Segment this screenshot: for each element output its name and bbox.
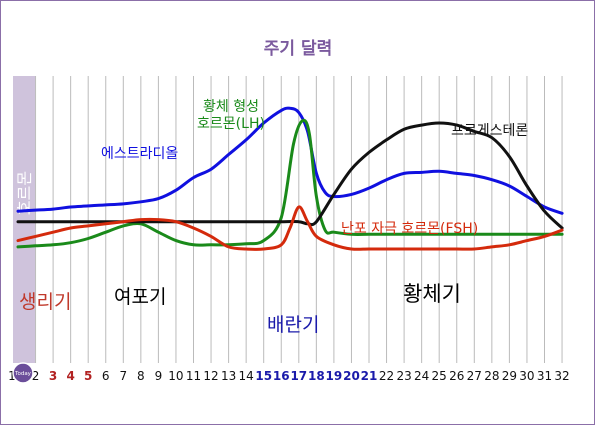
day-label: 17 — [290, 369, 307, 383]
day-label: 7 — [119, 369, 127, 383]
day-label: 18 — [308, 369, 325, 383]
day-label: 5 — [84, 369, 92, 383]
day-label: 21 — [361, 369, 378, 383]
day-label: 9 — [155, 369, 163, 383]
day-label: 26 — [449, 369, 464, 383]
day-label: 12 — [203, 369, 218, 383]
day-label: 11 — [186, 369, 201, 383]
chart-title: 주기 달력 — [264, 38, 332, 59]
day-label: 24 — [414, 369, 429, 383]
day-label: 23 — [396, 369, 411, 383]
day-label: 30 — [519, 369, 534, 383]
day-label: 13 — [221, 369, 236, 383]
y-axis-label-bar — [13, 76, 35, 363]
day-label: 16 — [273, 369, 290, 383]
day-label: 29 — [502, 369, 517, 383]
day-label: 6 — [102, 369, 110, 383]
chart-gridlines — [35, 76, 563, 363]
day-label: 22 — [379, 369, 394, 383]
day-label: 20 — [343, 369, 360, 383]
lh-label: 황체 형성 호르몬(LH) — [197, 99, 265, 132]
phase-luteal: 황체기 — [403, 282, 461, 306]
hormone-lines — [16, 106, 564, 251]
day-label: 1 — [8, 369, 16, 383]
day-label: 27 — [467, 369, 482, 383]
lh-line — [16, 118, 564, 249]
day-axis: 1 2 3 4 5 6 7 8 9 10 11 12 13 14 15 16 17 18 19 20 21 22 23 24 2… — [8, 362, 570, 384]
phase-follicular: 여포기 — [114, 286, 166, 308]
estradiol-label: 에스트라디올 — [101, 146, 178, 162]
day-label: 4 — [66, 369, 74, 383]
day-label: 31 — [537, 369, 552, 383]
day-label: 28 — [484, 369, 499, 383]
y-axis-label: 호르몬 — [15, 171, 34, 215]
fsh-line — [16, 205, 564, 251]
phase-menstrual: 생리기 — [19, 291, 71, 313]
progesterone-label: 프로게스테론 — [451, 123, 528, 139]
phase-ovulation: 배란기 — [267, 314, 319, 336]
day-label: 2 — [32, 369, 40, 383]
fsh-label: 난포 자극 호르몬(FSH) — [341, 221, 478, 237]
today-badge-label: Today — [14, 371, 32, 377]
day-label: 19 — [326, 369, 343, 383]
day-label: 8 — [137, 369, 145, 383]
today-badge[interactable] — [12, 362, 34, 384]
day-label: 14 — [239, 369, 254, 383]
day-label: 10 — [168, 369, 183, 383]
day-label: 15 — [255, 369, 272, 383]
day-label: 3 — [49, 369, 57, 383]
day-label: 32 — [554, 369, 569, 383]
estradiol-line — [16, 106, 564, 215]
day-label: 25 — [432, 369, 447, 383]
